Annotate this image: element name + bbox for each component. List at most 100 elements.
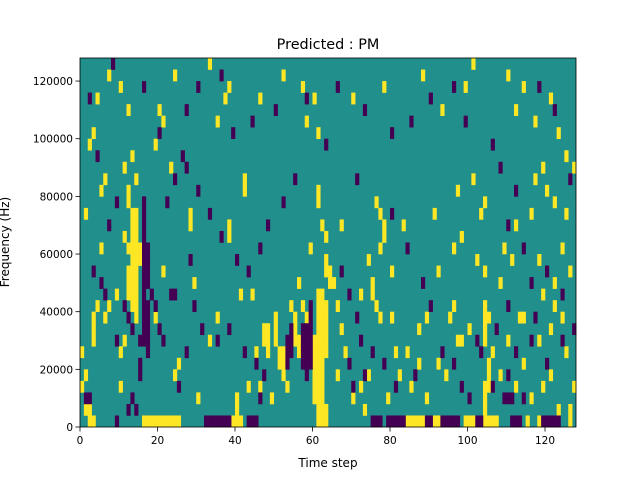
- x-tick-label: 0: [77, 435, 84, 447]
- heatmap-cell-low: [142, 219, 147, 232]
- heatmap-cell-low: [145, 311, 151, 324]
- heatmap-cell-high: [417, 357, 422, 370]
- heatmap-cell-high: [560, 242, 565, 255]
- heatmap-cell-high: [417, 323, 422, 336]
- heatmap-cell-high: [498, 369, 503, 382]
- heatmap-cell-high: [238, 415, 244, 428]
- heatmap-cell-low: [95, 150, 100, 163]
- heatmap-cell-high: [126, 196, 131, 209]
- heatmap-cell-high: [215, 115, 220, 128]
- heatmap-cell-low: [335, 81, 340, 93]
- heatmap-cell-high: [300, 81, 306, 93]
- heatmap-cell-high: [378, 242, 383, 255]
- heatmap-cell-high: [521, 311, 526, 324]
- heatmap-cell-high: [297, 277, 302, 289]
- heatmap-cell-high: [87, 403, 92, 416]
- heatmap-cell-low: [382, 357, 387, 370]
- heatmap-cell-low: [293, 173, 298, 186]
- heatmap-cell-high: [316, 323, 321, 336]
- heatmap-cell-high: [521, 357, 526, 370]
- heatmap-cell-low: [529, 334, 534, 347]
- heatmap-cell-high: [126, 242, 131, 255]
- heatmap-cell-high: [471, 173, 476, 186]
- heatmap-cell-low: [173, 288, 178, 301]
- heatmap-cell-high: [153, 415, 158, 428]
- heatmap-cell-low: [514, 184, 519, 197]
- heatmap-cell-low: [506, 392, 511, 405]
- heatmap-cell-low: [83, 392, 89, 405]
- heatmap-cell-high: [312, 346, 317, 359]
- heatmap-cell-high: [382, 230, 387, 243]
- heatmap-cell-high: [130, 207, 135, 220]
- heatmap-cell-high: [297, 334, 302, 347]
- heatmap-cell-low: [107, 219, 112, 232]
- heatmap-cell-high: [452, 242, 457, 255]
- heatmap-cell-high: [320, 357, 325, 370]
- heatmap-cell-high: [533, 173, 538, 186]
- heatmap-cell-high: [320, 300, 325, 312]
- heatmap-cell-low: [428, 300, 433, 312]
- heatmap-cell-low: [153, 300, 158, 312]
- heatmap-cell-high: [316, 369, 321, 382]
- heatmap-cell-high: [483, 403, 488, 416]
- heatmap-cell-high: [320, 415, 325, 428]
- heatmap-cell-low: [130, 323, 135, 336]
- heatmap-cell-high: [324, 346, 329, 359]
- heatmap-cell-high: [324, 230, 329, 243]
- heatmap-cell-low: [502, 392, 507, 405]
- heatmap-cell-high: [483, 265, 488, 278]
- x-tick-label: 100: [457, 435, 477, 447]
- heatmap-cell-high: [103, 173, 108, 186]
- heatmap-cell-low: [506, 369, 511, 382]
- heatmap-cell-low: [490, 138, 495, 151]
- heatmap-cell-high: [359, 380, 364, 393]
- heatmap-cell-low: [362, 369, 368, 382]
- heatmap-cell-low: [273, 104, 278, 116]
- heatmap-cell-high: [138, 254, 143, 266]
- heatmap-cell-high: [564, 346, 569, 359]
- heatmap-cell-low: [200, 323, 205, 336]
- heatmap-cell-high: [250, 288, 255, 301]
- heatmap-cell-low: [521, 242, 526, 255]
- heatmap-cell-high: [99, 184, 104, 197]
- heatmap-cell-high: [335, 300, 340, 312]
- heatmap-cell-high: [242, 173, 247, 186]
- heatmap-cell-low: [246, 415, 251, 428]
- heatmap-cell-high: [238, 288, 244, 301]
- heatmap-cell-high: [498, 277, 503, 289]
- heatmap-cell-low: [246, 265, 251, 278]
- heatmap-cell-high: [293, 311, 298, 324]
- heatmap-cell-high: [452, 300, 457, 312]
- heatmap-cell-low: [308, 334, 313, 347]
- heatmap-cell-high: [529, 207, 534, 220]
- heatmap-cell-low: [459, 380, 464, 393]
- heatmap-cell-high: [514, 104, 519, 116]
- heatmap-cell-high: [316, 311, 321, 324]
- heatmap-cell-low: [142, 254, 147, 266]
- heatmap-cell-high: [188, 207, 193, 220]
- heatmap-cell-high: [541, 380, 546, 393]
- heatmap-cell-low: [560, 334, 565, 347]
- heatmap-cell-high: [390, 265, 395, 278]
- heatmap-cell-high: [130, 300, 135, 312]
- heatmap-cell-low: [145, 300, 151, 312]
- heatmap-cell-high: [548, 92, 554, 105]
- heatmap-cell-high: [328, 277, 333, 289]
- heatmap-cell-low: [393, 415, 399, 428]
- heatmap-cell-high: [277, 357, 282, 370]
- heatmap-cell-high: [95, 300, 100, 312]
- heatmap-cells: [80, 58, 577, 428]
- heatmap-cell-high: [297, 346, 302, 359]
- heatmap-cell-high: [304, 311, 309, 324]
- heatmap-cell-high: [118, 380, 123, 393]
- heatmap-cell-high: [471, 58, 476, 70]
- heatmap-cell-low: [262, 369, 267, 382]
- heatmap-cell-low: [304, 346, 309, 359]
- heatmap-cell-high: [316, 288, 321, 301]
- heatmap-cell-low: [258, 392, 263, 405]
- heatmap-cell-high: [142, 415, 147, 428]
- heatmap-cell-low: [568, 173, 573, 186]
- heatmap-cell-high: [130, 242, 135, 255]
- heatmap-cell-high: [312, 357, 317, 370]
- heatmap-cell-low: [180, 150, 185, 163]
